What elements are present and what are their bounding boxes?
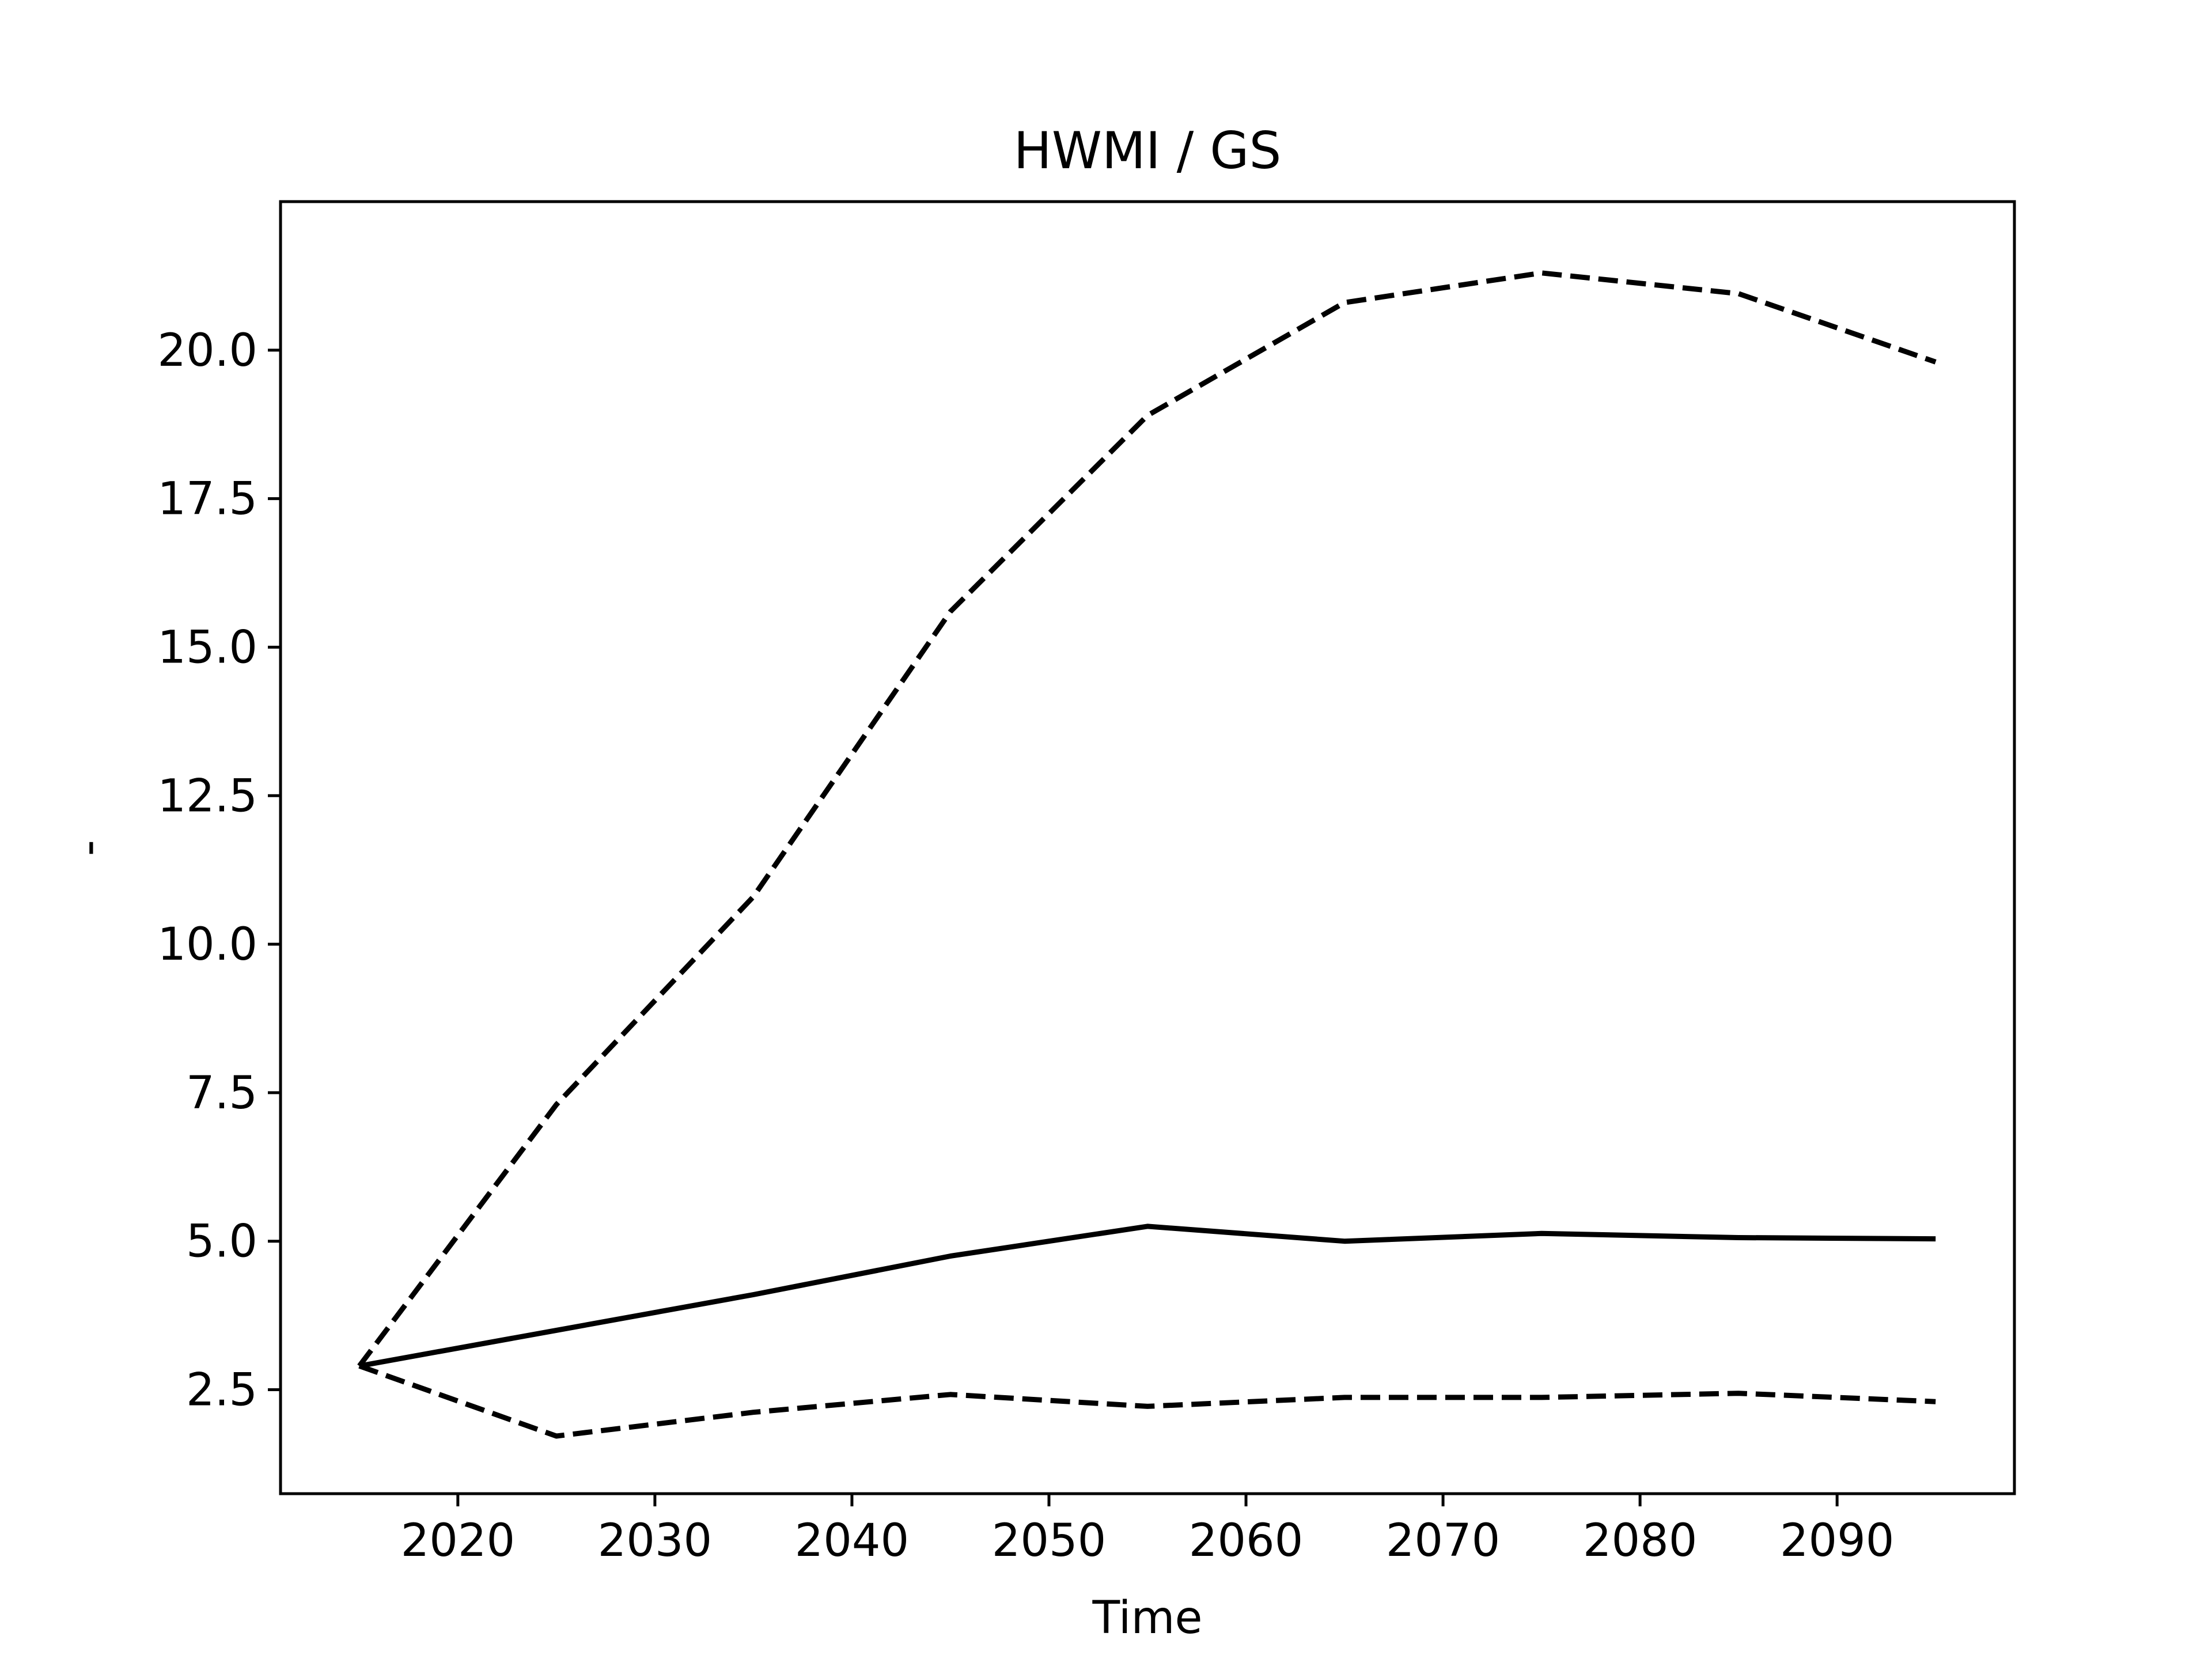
x-axis-label: Time (1092, 1592, 1203, 1644)
y-tick-label: 12.5 (157, 770, 257, 822)
x-tick-label: 2040 (795, 1515, 910, 1567)
y-tick-label: 2.5 (186, 1365, 257, 1416)
x-axis: 2020 2030 2040 2050 2060 2070 2080 2090 (401, 1494, 1895, 1567)
y-tick-label: 7.5 (186, 1067, 257, 1119)
x-tick-label: 2060 (1189, 1515, 1304, 1567)
x-tick-label: 2070 (1386, 1515, 1501, 1567)
series-line-3-dashed (358, 1363, 1936, 1439)
y-tick-label: 20.0 (157, 325, 257, 377)
x-tick-label: 2030 (598, 1515, 713, 1567)
y-axis-label: - (63, 840, 115, 856)
plot-area (279, 200, 2016, 1495)
x-tick-label: 2080 (1583, 1515, 1698, 1567)
chart-title: HWMI / GS (1014, 121, 1282, 180)
y-tick-label: 15.0 (157, 622, 257, 673)
series-line-1-solid (358, 1224, 1936, 1369)
y-tick-label: 5.0 (186, 1216, 257, 1268)
x-tick-label: 2090 (1780, 1515, 1895, 1567)
y-axis: 2.5 5.0 7.5 10.0 12.5 15.0 17.5 20.0 (157, 325, 281, 1416)
series-line-2-dashed (357, 270, 1937, 1368)
series-group (357, 270, 1937, 1439)
y-tick-label: 10.0 (157, 919, 257, 971)
y-tick-label: 17.5 (157, 474, 257, 525)
x-tick-label: 2050 (992, 1515, 1107, 1567)
x-tick-label: 2020 (401, 1515, 516, 1567)
